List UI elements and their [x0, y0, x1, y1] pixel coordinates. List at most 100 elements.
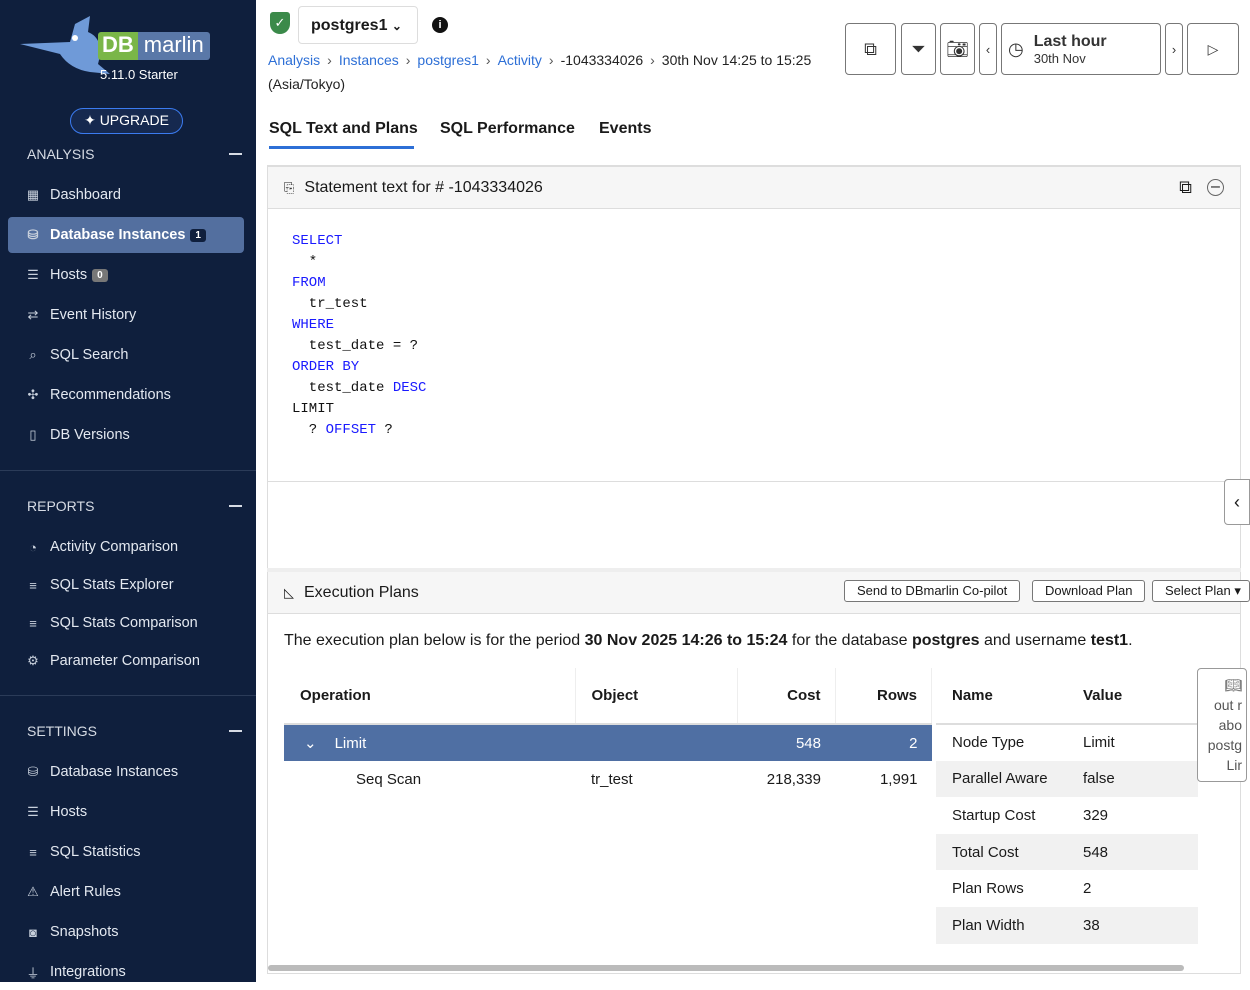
collapse-analysis-icon[interactable] — [229, 153, 242, 155]
sidebar-item-analysis-event-history[interactable]: ⇄ Event History — [8, 297, 244, 333]
sidebar-item-reports-sql-stats-comparison[interactable]: ≡ SQL Stats Comparison — [8, 605, 244, 641]
next-time-button[interactable]: › — [1165, 23, 1183, 75]
snapshot-button[interactable]: 📷︎ — [940, 23, 975, 75]
divider — [0, 470, 256, 471]
filter-icon: ⏷ — [911, 38, 926, 59]
node-properties-table: Name Value Node Type Limit Parallel Aware fa… — [936, 668, 1198, 944]
plan-description: The execution plan below is for the peri… — [284, 632, 1133, 649]
sidebar-item-settings-sql-statistics[interactable]: ≡ SQL Statistics — [8, 834, 244, 870]
sidebar-item-analysis-dashboard[interactable]: ▦ Dashboard — [8, 177, 244, 213]
sidebar-item-settings-integrations[interactable]: ⏚ Integrations — [8, 954, 244, 990]
property-row: Total Cost 548 — [936, 833, 1198, 871]
instance-select[interactable]: postgres1 ⌄ — [298, 6, 418, 44]
sidebar-item-analysis-database-instances[interactable]: ⛁ Database Instances 1 — [8, 217, 244, 253]
property-row: Plan Width 38 — [936, 906, 1198, 944]
camera-icon: ◙ — [29, 924, 37, 940]
sidebar-item-label: Snapshots — [50, 924, 119, 940]
select-plan-dropdown[interactable]: Select Plan ▾ — [1152, 580, 1250, 602]
divider — [267, 165, 1241, 166]
filter-button[interactable]: ⏷ — [901, 23, 936, 75]
copy-button[interactable]: ⧉ — [845, 23, 896, 75]
execution-plans-panel: ◺ Execution Plans The execution plan belo… — [267, 572, 1247, 974]
copy-icon[interactable]: ⧉ — [1179, 177, 1192, 197]
property-row: Parallel Aware false — [936, 760, 1198, 798]
arrows-icon: ⇄ — [27, 307, 39, 322]
sql-text: SELECT * FROM tr_test WHERE test_date = … — [292, 233, 427, 438]
breadcrumb-range: 30th Nov 14:25 to 15:25 (Asia/Tokyo) — [268, 52, 812, 92]
server-icon: ☰ — [27, 267, 39, 282]
play-button[interactable]: ▷ — [1187, 23, 1239, 75]
sidebar-item-label: Dashboard — [50, 187, 121, 203]
statement-panel: ⎘ Statement text for # -1043334026 ⧉ – SE… — [267, 166, 1241, 570]
active-tab-indicator — [269, 146, 414, 149]
book-icon: 📖︎ — [1224, 677, 1242, 693]
sidebar-item-label: Event History — [50, 307, 137, 323]
breadcrumb-instances[interactable]: Instances — [338, 52, 399, 68]
plug-icon: ⏚ — [26, 965, 40, 981]
horizontal-scrollbar[interactable] — [268, 965, 1184, 971]
marlin-logo — [20, 16, 110, 74]
main-content: ✓ postgres1 ⌄ i Analysis › Instances › postg… — [256, 0, 1250, 982]
resize-handle[interactable] — [267, 568, 1241, 572]
sidebar-item-label: DB Versions — [50, 427, 130, 443]
sidebar-item-analysis-recommendations[interactable]: ✣ Recommendations — [8, 377, 244, 413]
sidebar-item-label: Hosts — [50, 804, 88, 820]
version: 5.11.0 Starter — [100, 67, 178, 82]
sidebar-item-label: Integrations — [50, 964, 126, 980]
sidebar-item-settings-database-instances[interactable]: ⛁ Database Instances — [8, 754, 244, 790]
search-icon: ⌕ — [29, 347, 37, 362]
property-row: Startup Cost 329 — [952, 806, 1109, 824]
database-icon: ⛁ — [27, 764, 39, 779]
info-icon[interactable]: i — [432, 17, 448, 33]
sidebar-item-label: SQL Search — [50, 347, 129, 363]
sidebar-item-label: Recommendations — [50, 387, 171, 403]
breadcrumb-id: -1043334026 — [560, 52, 644, 68]
chart-icon: ≡ — [29, 615, 37, 631]
sidebar-item-analysis-sql-search[interactable]: ⌕ SQL Search — [8, 337, 244, 373]
collapse-settings-icon[interactable] — [229, 730, 242, 732]
breadcrumb-postgres1[interactable]: postgres1 — [417, 52, 479, 68]
section-reports: REPORTS — [27, 498, 95, 514]
sidebar-item-label: Activity Comparison — [50, 539, 179, 555]
sidebar-item-reports-sql-stats-explorer[interactable]: ≡ SQL Stats Explorer — [8, 567, 244, 603]
sidebar-item-settings-hosts[interactable]: ☰ Hosts — [8, 794, 244, 830]
grid-icon: ▦ — [26, 187, 40, 202]
sidebar-item-reports-activity-comparison[interactable]: ◔ Activity Comparison — [8, 529, 244, 565]
plan-row[interactable]: ⌄ Limit 548 2 — [284, 724, 932, 761]
time-range-picker[interactable]: ◷ Last hour 30th Nov — [1001, 23, 1161, 75]
chart-icon: ≡ — [29, 844, 37, 860]
sidebar-item-label: Database Instances — [50, 764, 179, 780]
plan-row[interactable]: Seq Scan tr_test 218,339 1,991 — [356, 771, 918, 788]
play-icon: ▷ — [1207, 40, 1219, 57]
side-panel-toggle[interactable]: ‹ — [1224, 479, 1250, 525]
sidebar-item-analysis-db-versions[interactable]: ▯ DB Versions — [8, 417, 244, 453]
database-icon: ⛁ — [27, 227, 39, 242]
collapse-reports-icon[interactable] — [229, 505, 242, 507]
send-to-copilot-button[interactable]: Send to DBmarlin Co-pilot — [844, 580, 1021, 602]
plans-title: Execution Plans — [304, 583, 419, 601]
prev-time-button[interactable]: ‹ — [979, 23, 997, 75]
chevron-down-icon: ⌄ — [391, 19, 402, 33]
sparkle-icon: ✦ — [84, 112, 100, 128]
sidebar-item-settings-alert-rules[interactable]: ⚠ Alert Rules — [8, 874, 244, 910]
tab-events[interactable]: Events — [599, 120, 652, 137]
sidebar-item-reports-parameter-comparison[interactable]: ⚙ Parameter Comparison — [8, 643, 244, 679]
sidebar-item-analysis-hosts[interactable]: ☰ Hosts 0 — [8, 257, 244, 293]
gear-icon: ⚙ — [27, 653, 39, 668]
caret-down-icon: ▾ — [1234, 583, 1241, 598]
chevron-right-icon: › — [1171, 41, 1177, 57]
sidebar-item-settings-snapshots[interactable]: ◙ Snapshots — [8, 914, 244, 950]
brand-logo: DB marlin — [98, 32, 210, 60]
sidebar-item-label: Hosts — [50, 267, 88, 283]
sidebar-item-label: SQL Stats Explorer — [50, 577, 174, 593]
chevron-down-icon[interactable]: ⌄ — [304, 735, 317, 752]
breadcrumb-activity[interactable]: Activity — [497, 52, 542, 68]
puzzle-icon: ✣ — [27, 387, 39, 402]
tab-sql-text-and-plans[interactable]: SQL Text and Plans — [269, 120, 418, 137]
breadcrumb-analysis[interactable]: Analysis — [268, 52, 321, 68]
upgrade-button[interactable]: ✦ UPGRADE — [70, 108, 183, 134]
tab-sql-performance[interactable]: SQL Performance — [440, 120, 575, 137]
divider — [268, 481, 1241, 482]
download-plan-button[interactable]: Download Plan — [1032, 580, 1146, 602]
collapse-icon[interactable]: – — [1207, 179, 1224, 196]
